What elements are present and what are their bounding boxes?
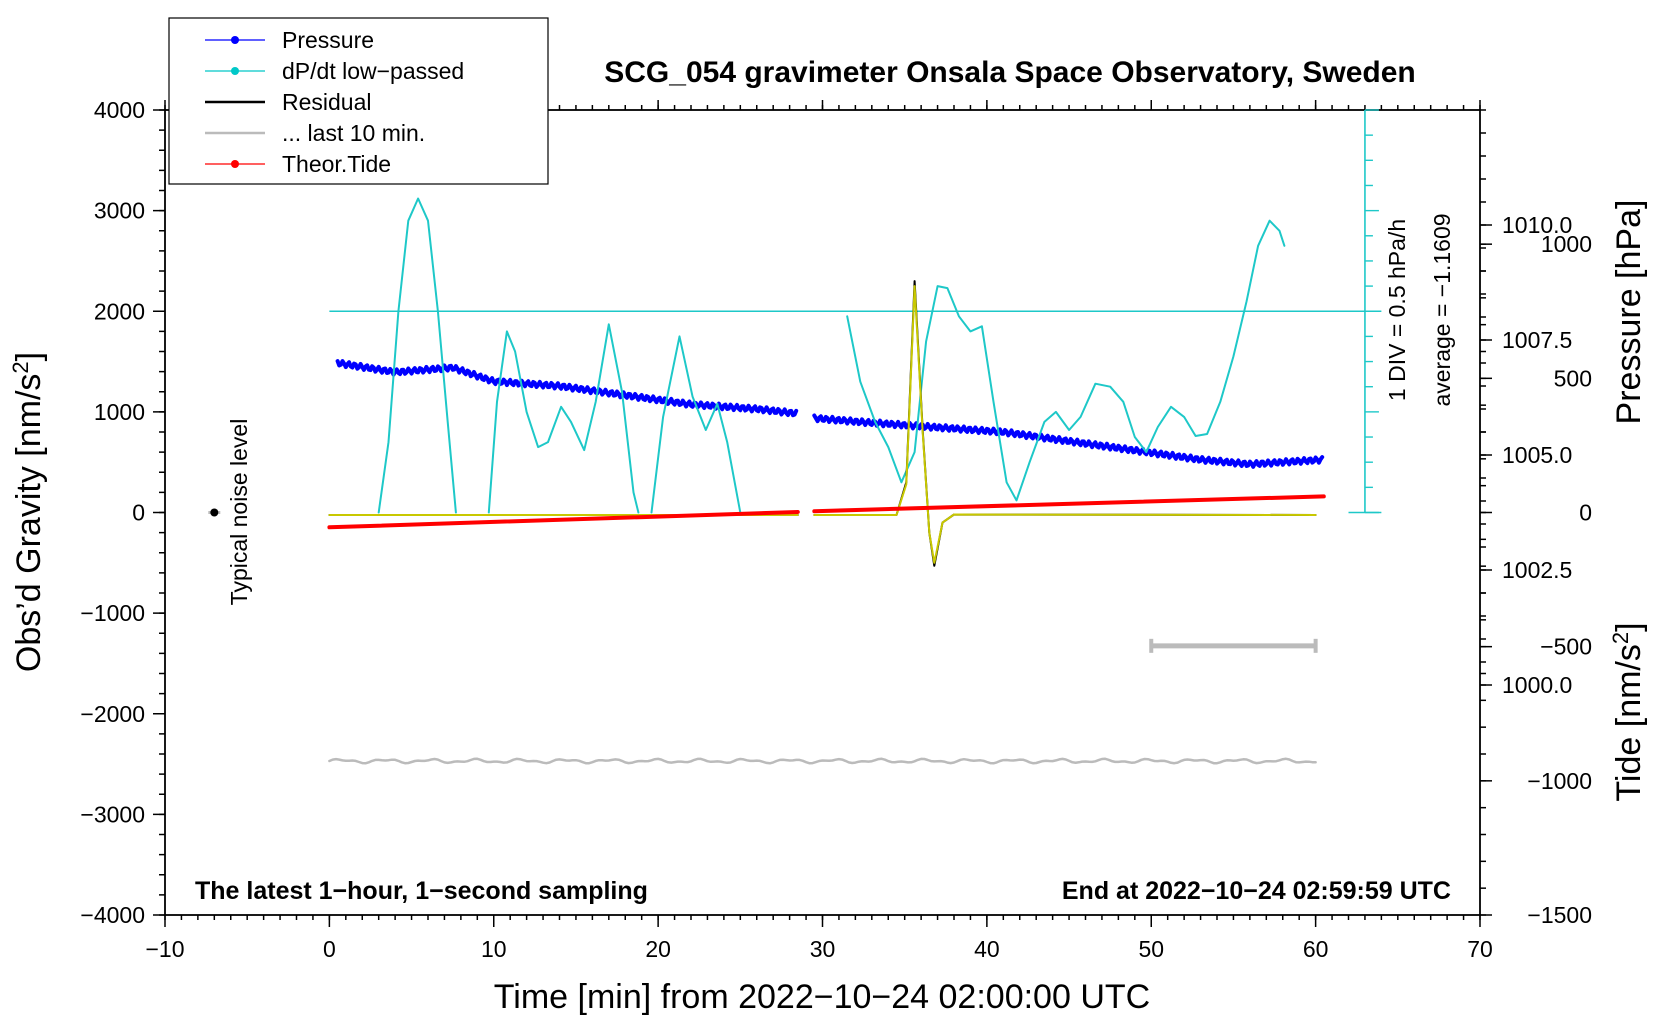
y-tick-label: −4000 [80,902,145,928]
x-tick-label: 20 [645,936,671,962]
x-tick-label: −10 [145,936,184,962]
tide-tick-label: 500 [1554,365,1592,391]
pressure-tick-label: 1010.0 [1502,212,1572,238]
legend-marker [231,36,239,44]
series-line-pressure [335,359,799,418]
axis-ticks: −10 0 10 20 30 40 50 60 70 4000 3000 2000 1000 0 −1000… [80,97,1592,962]
pressure-tick-label: 1007.5 [1502,327,1572,353]
series-line-dp-dt-low-passed [650,335,742,514]
y-tick-label: −1000 [80,600,145,626]
tide-tick-label: 1000 [1541,231,1592,257]
x-tick-label: 10 [481,936,507,962]
legend-items: Pressure dP/dt low−passed Residual ... last… [205,27,464,177]
series-line-pressure [812,413,1325,469]
tide-tick-label: −1000 [1527,768,1592,794]
x-tick-label: 30 [810,936,836,962]
pressure-tick-label: 1005.0 [1502,442,1572,468]
x-tick-label: 50 [1138,936,1164,962]
tide-tick-label: −1500 [1527,902,1592,928]
legend: Pressure dP/dt low−passed Residual ... last… [168,17,549,185]
noise-dot [210,508,219,517]
x-axis-label: Time [min] from 2022−10−24 02:00:00 UTC [494,978,1150,1016]
y-axis-label-tide: Tide [nm/s2] [1608,622,1649,801]
y-tick-label: 3000 [94,198,145,224]
y-axis-label-pressure: Pressure [hPa] [1610,200,1648,425]
tide-tick-label: 0 [1579,500,1592,526]
y-tick-label: 0 [132,500,145,526]
y-tick-label: 2000 [94,298,145,324]
x-tick-label: 0 [323,936,336,962]
bottom-left-annotation: The latest 1−hour, 1−second sampling [195,877,648,905]
scale-div-annotation: 1 DIV = 0.5 hPa/h [1384,219,1410,401]
y-tick-label: −3000 [80,801,145,827]
legend-marker [231,160,239,168]
legend-label: Residual [282,89,372,115]
y-axis-label-left: Obs’d Gravity [nm/s2] [8,352,49,672]
series-line-theor-tide [812,494,1326,514]
y-tick-label: 1000 [94,399,145,425]
x-tick-label: 60 [1303,936,1329,962]
y-tick-label: −2000 [80,701,145,727]
series-line-residual-yellow [813,285,1317,564]
legend-label: ... last 10 min. [282,120,425,146]
x-tick-label: 40 [974,936,1000,962]
pressure-tick-label: 1000.0 [1502,672,1572,698]
chart-title: SCG_054 gravimeter Onsala Space Observat… [604,56,1416,89]
legend-label: dP/dt low−passed [282,58,464,84]
legend-marker [231,67,239,75]
x-tick-label: 70 [1467,936,1493,962]
series-line-dp-dt-low-passed [377,197,457,514]
series-line-theor-tide [327,510,800,530]
legend-label: Theor.Tide [282,151,391,177]
pressure-tick-label: 1002.5 [1502,557,1572,583]
bottom-right-annotation: End at 2022−10−24 02:59:59 UTC [1062,877,1451,905]
average-annotation: average = −1.1609 [1429,213,1455,406]
tide-tick-label: −500 [1540,634,1592,660]
series-line-last-10-min [328,757,1317,765]
noise-annotation: Typical noise level [226,419,252,606]
series-line-dp-dt-low-passed [487,323,640,514]
legend-label: Pressure [282,27,374,53]
data-series [208,109,1382,765]
y-tick-label: 4000 [94,97,145,123]
series-line-dp-dt-low-passed-2 [846,219,1286,502]
